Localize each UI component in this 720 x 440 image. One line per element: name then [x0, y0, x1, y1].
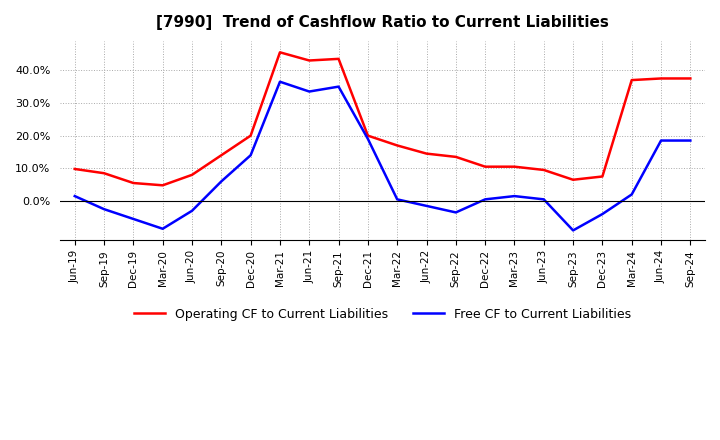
Operating CF to Current Liabilities — [510, 164, 519, 169]
Free CF to Current Liabilities — [100, 206, 109, 212]
Operating CF to Current Liabilities — [569, 177, 577, 183]
Free CF to Current Liabilities — [569, 228, 577, 233]
Operating CF to Current Liabilities — [276, 50, 284, 55]
Free CF to Current Liabilities — [305, 89, 314, 94]
Operating CF to Current Liabilities — [334, 56, 343, 62]
Free CF to Current Liabilities — [71, 194, 79, 199]
Operating CF to Current Liabilities — [305, 58, 314, 63]
Operating CF to Current Liabilities — [657, 76, 665, 81]
Operating CF to Current Liabilities — [100, 171, 109, 176]
Operating CF to Current Liabilities — [158, 183, 167, 188]
Operating CF to Current Liabilities — [422, 151, 431, 156]
Line: Free CF to Current Liabilities: Free CF to Current Liabilities — [75, 82, 690, 231]
Free CF to Current Liabilities — [510, 194, 519, 199]
Free CF to Current Liabilities — [364, 136, 372, 142]
Operating CF to Current Liabilities — [129, 180, 138, 186]
Operating CF to Current Liabilities — [598, 174, 607, 179]
Legend: Operating CF to Current Liabilities, Free CF to Current Liabilities: Operating CF to Current Liabilities, Fre… — [129, 303, 636, 326]
Free CF to Current Liabilities — [481, 197, 490, 202]
Free CF to Current Liabilities — [422, 203, 431, 209]
Operating CF to Current Liabilities — [686, 76, 695, 81]
Operating CF to Current Liabilities — [481, 164, 490, 169]
Free CF to Current Liabilities — [598, 212, 607, 217]
Free CF to Current Liabilities — [217, 179, 225, 184]
Line: Operating CF to Current Liabilities: Operating CF to Current Liabilities — [75, 52, 690, 185]
Operating CF to Current Liabilities — [217, 153, 225, 158]
Free CF to Current Liabilities — [246, 153, 255, 158]
Operating CF to Current Liabilities — [71, 166, 79, 172]
Free CF to Current Liabilities — [158, 226, 167, 231]
Operating CF to Current Liabilities — [364, 133, 372, 138]
Operating CF to Current Liabilities — [393, 143, 402, 148]
Title: [7990]  Trend of Cashflow Ratio to Current Liabilities: [7990] Trend of Cashflow Ratio to Curren… — [156, 15, 609, 30]
Free CF to Current Liabilities — [657, 138, 665, 143]
Free CF to Current Liabilities — [334, 84, 343, 89]
Free CF to Current Liabilities — [451, 210, 460, 215]
Free CF to Current Liabilities — [129, 216, 138, 222]
Free CF to Current Liabilities — [627, 192, 636, 197]
Operating CF to Current Liabilities — [539, 167, 548, 172]
Operating CF to Current Liabilities — [451, 154, 460, 160]
Operating CF to Current Liabilities — [627, 77, 636, 83]
Free CF to Current Liabilities — [188, 208, 197, 213]
Free CF to Current Liabilities — [686, 138, 695, 143]
Operating CF to Current Liabilities — [246, 133, 255, 138]
Operating CF to Current Liabilities — [188, 172, 197, 177]
Free CF to Current Liabilities — [276, 79, 284, 84]
Free CF to Current Liabilities — [539, 197, 548, 202]
Free CF to Current Liabilities — [393, 197, 402, 202]
